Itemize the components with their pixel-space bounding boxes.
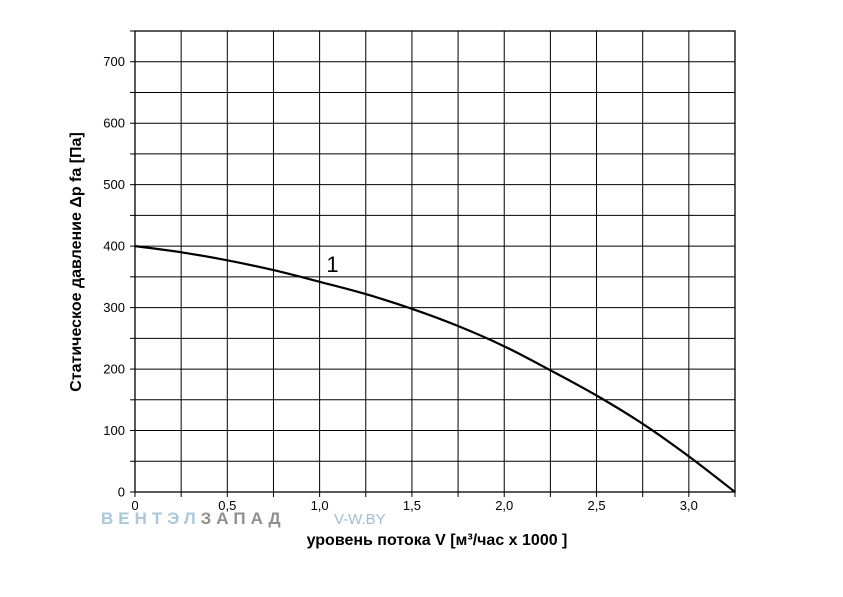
x-tick-label: 3,0	[680, 498, 698, 513]
y-tick-label: 400	[103, 239, 125, 254]
series-layer: 1	[134, 245, 736, 493]
tick-labels: 0 0,5 1,0 1,5 2,0 2,5 3,0 0 100 200 300 400 500 600 70…	[103, 54, 698, 513]
axis-ticks	[130, 30, 736, 497]
plot-frame	[134, 30, 736, 493]
y-tick-label: 200	[103, 362, 125, 377]
x-tick-label: 1,5	[403, 498, 421, 513]
series-label: 1	[326, 252, 338, 277]
watermark-site: V-W.BY	[334, 511, 386, 528]
grid	[134, 30, 736, 493]
y-tick-label: 300	[103, 300, 125, 315]
y-tick-label: 100	[103, 423, 125, 438]
y-tick-label: 700	[103, 54, 125, 69]
x-axis-title: уровень потока V [м³/час x 1000 ]	[307, 532, 568, 549]
y-tick-label: 600	[103, 116, 125, 131]
watermark: ВЕНТЭЛЗАПАД V-W.BY	[101, 509, 386, 528]
x-tick-label: 0	[131, 498, 138, 513]
plot-frame-rect	[134, 30, 736, 493]
svg-text:ВЕНТЭЛЗАПАД: ВЕНТЭЛЗАПАД	[101, 509, 286, 528]
y-tick-label: 0	[118, 485, 125, 500]
watermark-brand-part1: ВЕНТЭЛ	[101, 509, 201, 528]
series-line-1	[134, 245, 736, 493]
x-tick-label: 2,0	[495, 498, 513, 513]
y-axis-title: Статическое давление Δp fa [Па]	[68, 132, 85, 392]
y-tick-label: 500	[103, 177, 125, 192]
x-tick-label: 1,0	[311, 498, 329, 513]
watermark-brand-part2: ЗАПАД	[201, 509, 286, 528]
x-tick-label: 2,5	[587, 498, 605, 513]
x-tick-label: 0,5	[218, 498, 236, 513]
